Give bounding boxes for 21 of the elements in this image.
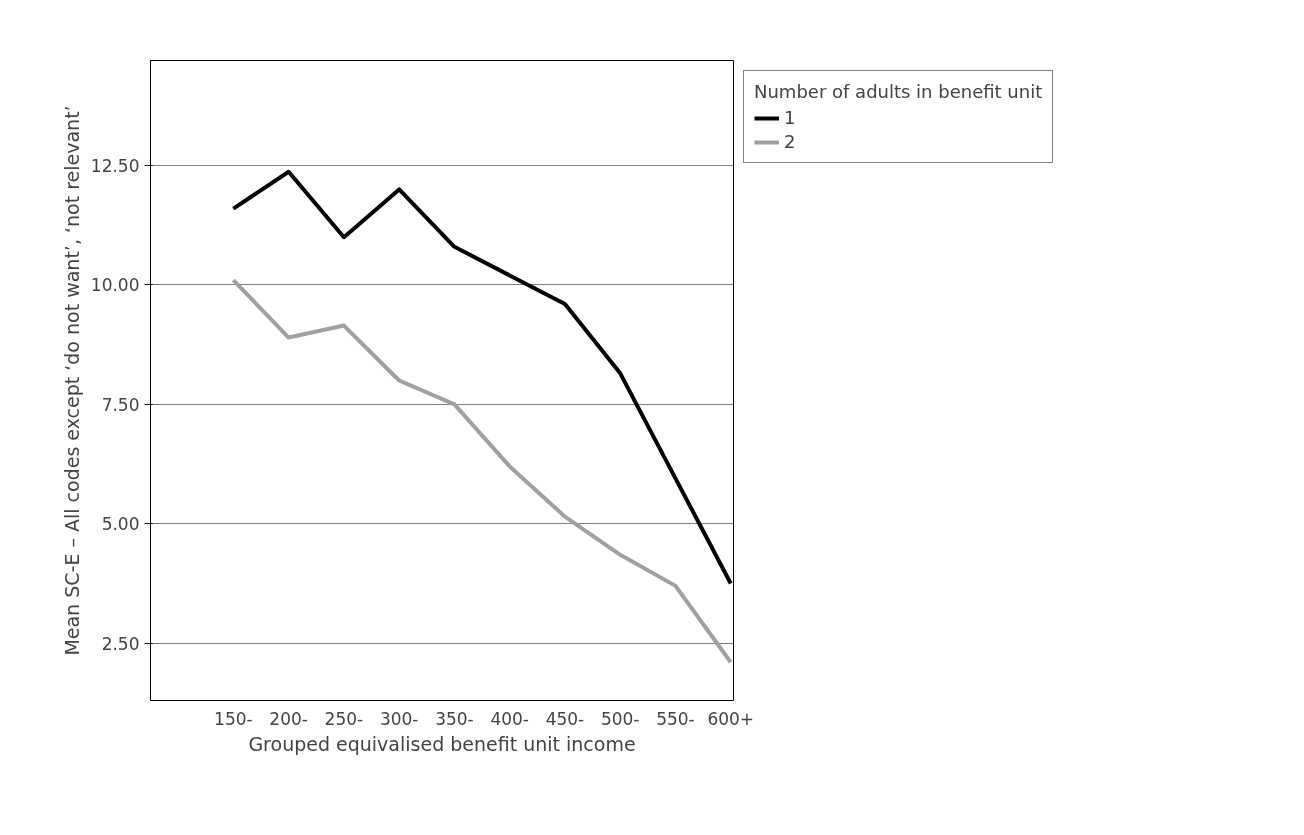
y-tick-label: 10.00 xyxy=(90,275,140,296)
y-tick-label: 5.00 xyxy=(101,514,140,535)
x-tick-label: 450- xyxy=(545,708,585,729)
x-tick-label: 500- xyxy=(600,708,640,729)
x-tick-label: 600+ xyxy=(707,708,755,729)
x-axis-title: Grouped equivalised benefit unit income xyxy=(248,732,636,755)
x-tick-label: 400- xyxy=(490,708,529,729)
legend-label: 2 xyxy=(784,131,797,152)
legend-title: Number of adults in benefit unit xyxy=(754,81,1043,102)
y-tick-label: 7.50 xyxy=(101,394,140,415)
x-tick-label: 150- xyxy=(214,708,253,729)
line-series xyxy=(231,278,733,665)
x-tick-label: 300- xyxy=(379,708,419,729)
y-axis-title: Mean SC-E – All codes except ‘do not want’, ‘not relevant’ xyxy=(60,105,83,656)
x-tick-label: 200- xyxy=(269,708,308,729)
y-tick-label: 2.50 xyxy=(101,633,140,654)
legend-label: 1 xyxy=(784,107,797,128)
x-tick-label: 250- xyxy=(324,708,364,729)
x-tick-label: 550- xyxy=(656,708,695,729)
y-tick-label: 12.50 xyxy=(90,156,140,177)
x-tick-label: 350- xyxy=(435,708,474,729)
